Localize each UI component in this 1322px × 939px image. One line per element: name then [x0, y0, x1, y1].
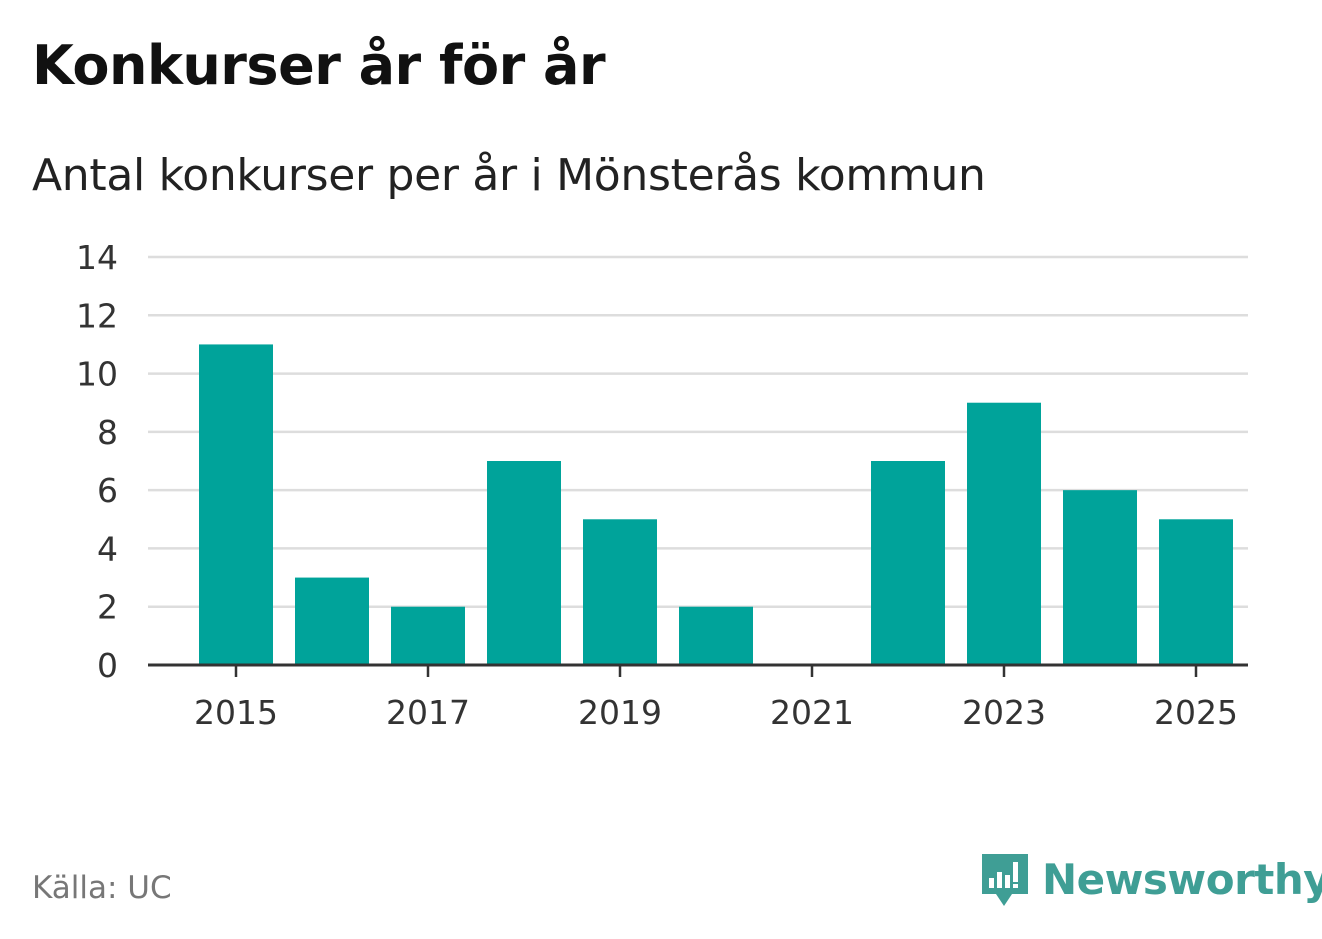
x-tick-label: 2025 [1154, 693, 1238, 732]
y-tick-label: 12 [76, 296, 118, 335]
y-tick-label: 6 [97, 471, 118, 510]
bar-2015 [199, 344, 273, 665]
bar-2024 [1063, 490, 1137, 665]
bar-chart: 0 2 4 6 8 10 12 14 2015 2017 2019 2021 2023 2025 [76, 238, 1248, 732]
x-tick-label: 2017 [386, 693, 470, 732]
x-tick-label: 2021 [770, 693, 854, 732]
bar-2023 [967, 402, 1041, 665]
x-tick-label: 2019 [578, 693, 662, 732]
y-tick-label: 8 [97, 413, 118, 452]
y-tick-label: 0 [97, 646, 118, 685]
brand-name: Newsworthy [1042, 854, 1322, 904]
bar-2020 [679, 606, 753, 665]
bar-2022 [871, 461, 945, 665]
x-tick-label: 2023 [962, 693, 1046, 732]
x-tick-label: 2015 [194, 693, 278, 732]
y-tick-label: 2 [97, 588, 118, 627]
y-tick-label: 10 [76, 355, 118, 394]
brand-logo: Newsworthy [980, 850, 1322, 908]
source-note: Källa: UC [32, 870, 172, 906]
newsworthy-logo-icon [982, 854, 1028, 906]
chart-subtitle: Antal konkurser per år i Mönsterås kommu… [32, 150, 986, 201]
bar-2018 [487, 461, 561, 665]
bar-2016 [295, 577, 369, 665]
y-tick-label: 14 [76, 238, 118, 277]
y-tick-label: 4 [97, 529, 118, 568]
chart-title: Konkurser år för år [32, 34, 606, 97]
bar-2017 [391, 606, 465, 665]
bar-2019 [583, 519, 657, 665]
bar-2025 [1159, 519, 1233, 665]
